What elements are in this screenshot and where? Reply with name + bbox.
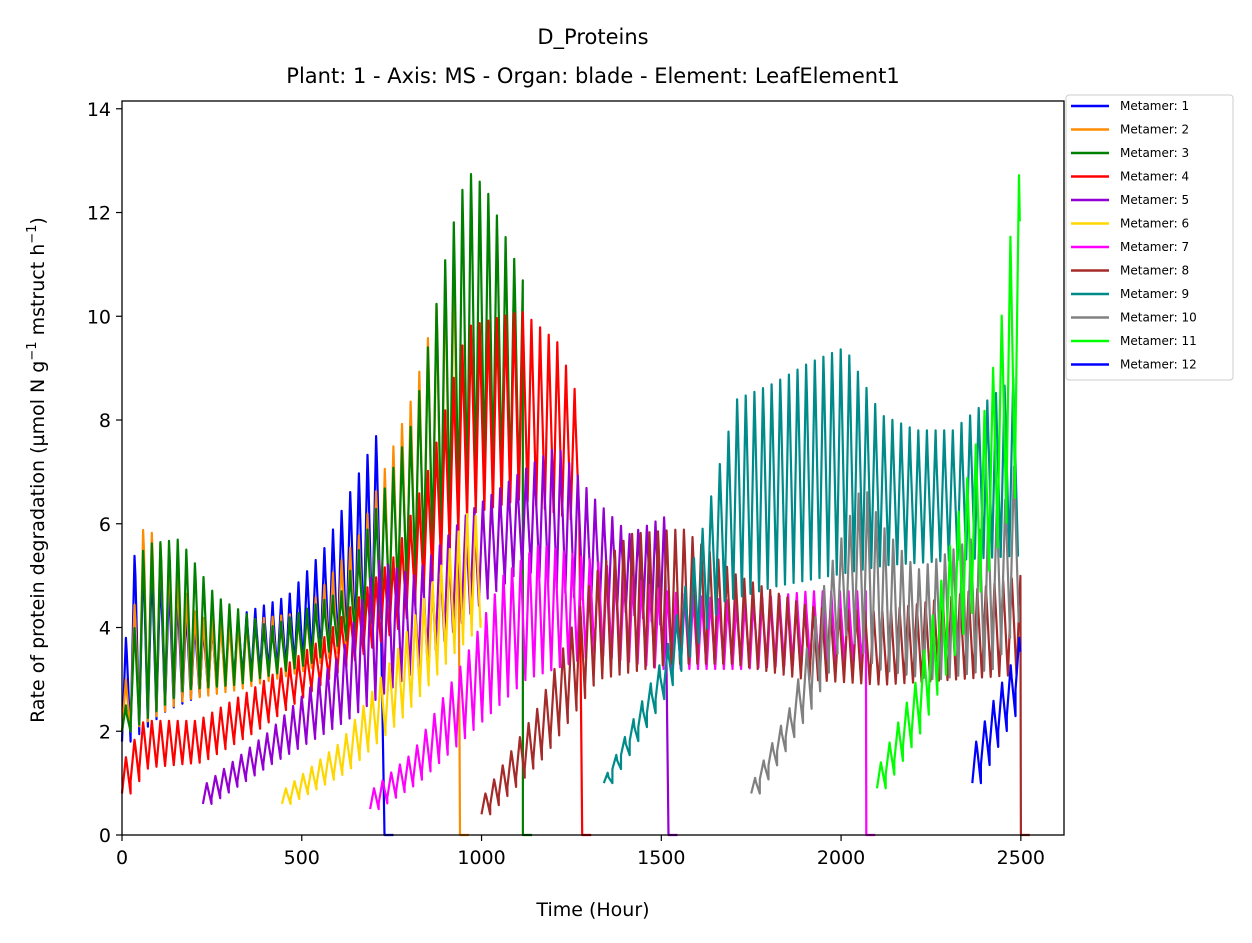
y-tick-label: 10	[87, 306, 111, 328]
x-tick-label: 0	[116, 847, 128, 869]
x-tick-label: 1000	[457, 847, 505, 869]
legend-label: Metamer: 3	[1120, 146, 1189, 160]
chart-subtitle: Plant: 1 - Axis: MS - Organ: blade - Ele…	[286, 64, 899, 88]
y-tick-label: 4	[99, 618, 111, 640]
x-tick-label: 2500	[997, 847, 1045, 869]
series-line-10	[750, 465, 1020, 795]
x-axis: 0 500 1000 1500 2000 2500	[116, 835, 1045, 869]
legend-label: Metamer: 5	[1120, 193, 1189, 207]
legend-label: Metamer: 10	[1120, 311, 1197, 325]
y-tick-label: 8	[99, 410, 111, 432]
legend-label: Metamer: 9	[1120, 287, 1189, 301]
x-axis-label: Time (Hour)	[535, 899, 649, 921]
x-tick-label: 2000	[817, 847, 865, 869]
series-line-11	[875, 174, 1021, 790]
legend-label: Metamer: 6	[1120, 217, 1189, 231]
legend-label: Metamer: 12	[1120, 358, 1197, 372]
legend-label: Metamer: 7	[1120, 240, 1189, 254]
x-tick-label: 500	[284, 847, 320, 869]
legend-label: Metamer: 2	[1120, 123, 1189, 137]
y-axis: 0 2 4 6 8 10 12 14	[87, 99, 122, 847]
y-tick-label: 14	[87, 99, 111, 121]
y-axis-label: Rate of protein degradation (µmol N g−1 …	[25, 217, 49, 723]
legend: Metamer: 1 Metamer: 2 Metamer: 3 Metamer: 4…	[1065, 94, 1234, 381]
y-tick-label: 2	[99, 721, 111, 743]
y-tick-label: 6	[99, 514, 111, 536]
plot-area	[120, 173, 1030, 837]
x-tick-label: 1500	[637, 847, 685, 869]
y-tick-label: 0	[99, 825, 111, 847]
legend-box	[1065, 94, 1234, 381]
series-line-12	[971, 636, 1022, 785]
legend-label: Metamer: 11	[1120, 334, 1197, 348]
series-line-3	[120, 173, 532, 837]
legend-label: Metamer: 8	[1120, 264, 1189, 278]
y-tick-label: 12	[87, 203, 111, 225]
series-line-8	[480, 528, 1030, 837]
series-line-6	[280, 513, 482, 805]
plot-frame	[121, 100, 1065, 836]
legend-label: Metamer: 4	[1120, 170, 1189, 184]
legend-label: Metamer: 1	[1120, 99, 1189, 113]
chart-title: D_Proteins	[537, 25, 648, 50]
